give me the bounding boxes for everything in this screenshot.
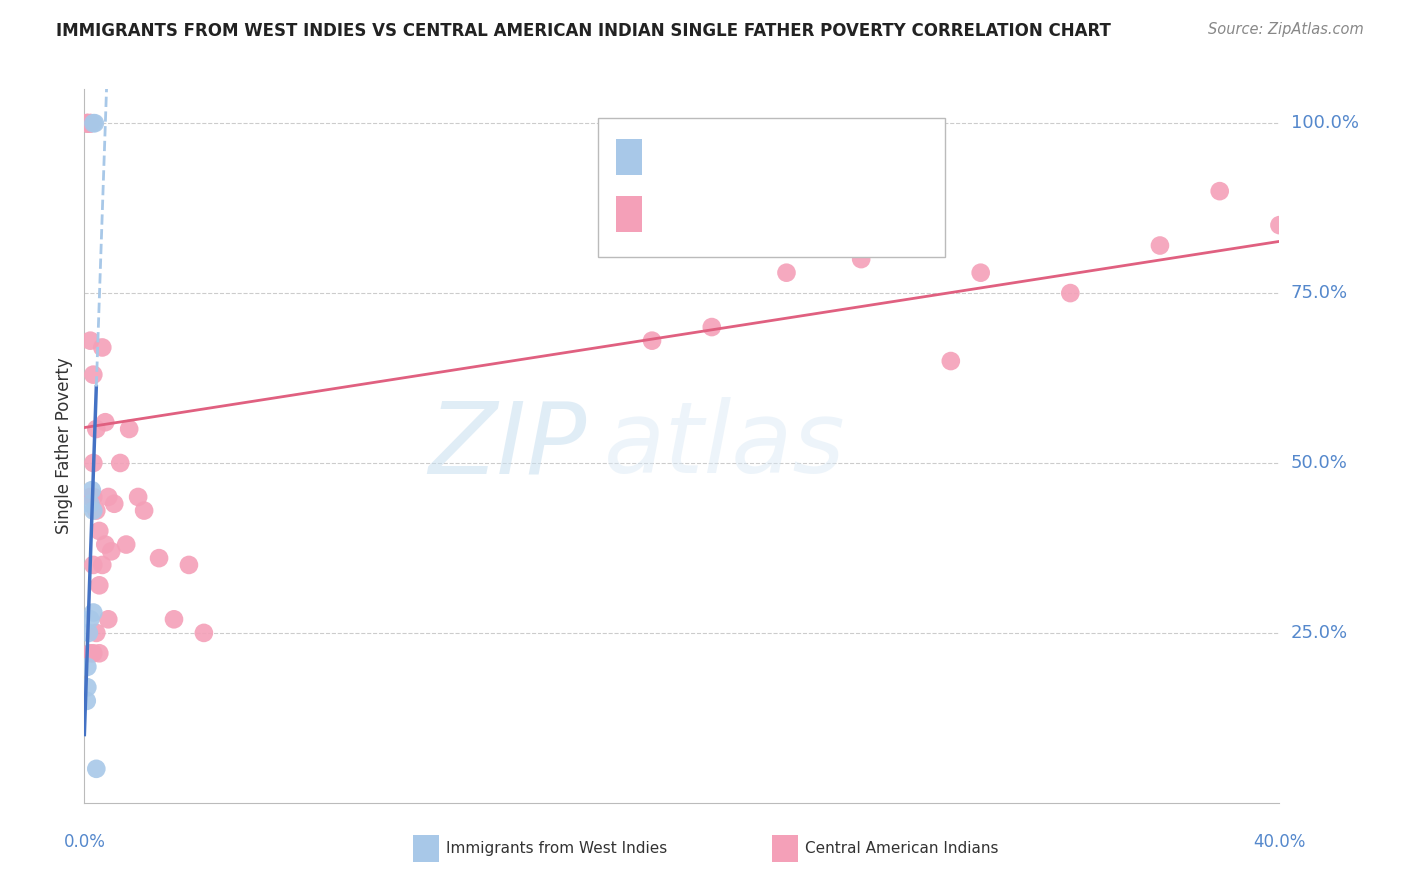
- Point: [76, 116, 98, 130]
- Point: [76, 116, 98, 130]
- Point: [76, 694, 98, 708]
- Point: [1268, 218, 1291, 232]
- Point: [83, 116, 105, 130]
- Text: 75.0%: 75.0%: [1291, 284, 1348, 302]
- Text: 25.0%: 25.0%: [1291, 624, 1348, 642]
- Text: N = 12: N = 12: [807, 146, 882, 165]
- Point: [79, 116, 101, 130]
- Point: [79, 334, 101, 348]
- Text: Central American Indians: Central American Indians: [806, 841, 998, 856]
- Point: [86, 626, 108, 640]
- Point: [76, 116, 98, 130]
- Point: [76, 116, 98, 130]
- Point: [79, 116, 101, 130]
- FancyBboxPatch shape: [413, 835, 439, 862]
- Point: [79, 497, 101, 511]
- FancyBboxPatch shape: [616, 196, 643, 232]
- Text: 0.0%: 0.0%: [63, 833, 105, 851]
- Point: [76, 680, 98, 694]
- FancyBboxPatch shape: [772, 835, 797, 862]
- Point: [82, 503, 104, 517]
- Point: [94, 537, 117, 551]
- Point: [89, 646, 111, 660]
- Point: [79, 490, 101, 504]
- Point: [91, 341, 114, 355]
- Point: [851, 252, 873, 266]
- Point: [89, 578, 111, 592]
- Text: R = 0.531: R = 0.531: [655, 203, 762, 222]
- Point: [82, 368, 104, 382]
- Point: [1059, 286, 1081, 301]
- Point: [97, 612, 120, 626]
- Point: [86, 503, 108, 517]
- Point: [91, 558, 114, 572]
- FancyBboxPatch shape: [616, 139, 643, 175]
- Text: 50.0%: 50.0%: [1291, 454, 1347, 472]
- Point: [127, 490, 149, 504]
- Point: [970, 266, 993, 280]
- Text: atlas: atlas: [605, 398, 846, 494]
- Point: [700, 320, 723, 334]
- Y-axis label: Single Father Poverty: Single Father Poverty: [55, 358, 73, 534]
- Text: Immigrants from West Indies: Immigrants from West Indies: [447, 841, 668, 856]
- Point: [97, 490, 120, 504]
- Point: [82, 456, 104, 470]
- Point: [775, 266, 797, 280]
- Point: [641, 334, 664, 348]
- Text: Source: ZipAtlas.com: Source: ZipAtlas.com: [1208, 22, 1364, 37]
- Point: [94, 415, 117, 429]
- Point: [1149, 238, 1171, 252]
- Point: [82, 558, 104, 572]
- Text: ZIP: ZIP: [427, 398, 586, 494]
- Point: [86, 422, 108, 436]
- Point: [118, 422, 141, 436]
- Point: [82, 606, 104, 620]
- FancyBboxPatch shape: [599, 118, 945, 257]
- Point: [939, 354, 962, 368]
- Point: [86, 762, 108, 776]
- Point: [177, 558, 200, 572]
- Text: R = 0.493: R = 0.493: [655, 146, 762, 165]
- Point: [103, 497, 125, 511]
- Point: [82, 646, 104, 660]
- Point: [1209, 184, 1232, 198]
- Text: N = 51: N = 51: [807, 203, 882, 222]
- Point: [148, 551, 170, 566]
- Point: [110, 456, 132, 470]
- Point: [82, 116, 104, 130]
- Point: [82, 490, 104, 504]
- Point: [76, 116, 98, 130]
- Point: [76, 660, 98, 674]
- Text: 40.0%: 40.0%: [1253, 833, 1306, 851]
- Point: [132, 503, 156, 517]
- Point: [115, 537, 138, 551]
- Point: [163, 612, 186, 626]
- Point: [80, 483, 103, 498]
- Point: [89, 524, 111, 538]
- Point: [79, 116, 101, 130]
- Point: [193, 626, 215, 640]
- Point: [79, 116, 101, 130]
- Point: [79, 646, 101, 660]
- Text: IMMIGRANTS FROM WEST INDIES VS CENTRAL AMERICAN INDIAN SINGLE FATHER POVERTY COR: IMMIGRANTS FROM WEST INDIES VS CENTRAL A…: [56, 22, 1111, 40]
- Text: 100.0%: 100.0%: [1291, 114, 1358, 132]
- Point: [76, 116, 98, 130]
- Point: [100, 544, 122, 558]
- Point: [79, 612, 101, 626]
- Point: [77, 626, 100, 640]
